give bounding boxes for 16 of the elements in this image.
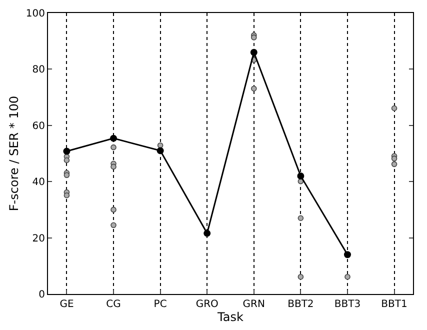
y-tick-label: 80 — [32, 64, 45, 76]
x-tick-label: CG — [106, 299, 121, 310]
y-tick-label: 60 — [32, 120, 45, 132]
x-tick-label: GE — [60, 299, 74, 310]
x-tick-label: BBT2 — [288, 299, 314, 310]
y-tick-label: 40 — [32, 177, 45, 188]
y-tick-label: 100 — [26, 8, 45, 20]
x-tick-label: BBT3 — [334, 299, 361, 310]
x-axis-title: Task — [216, 310, 244, 324]
x-tick-label: BBT1 — [381, 299, 408, 310]
x-tick-label: GRN — [242, 299, 265, 310]
x-tick-label: GRO — [196, 299, 219, 310]
x-tick-label: PC — [154, 299, 167, 310]
y-tick-label: 0 — [38, 290, 45, 300]
y-tick-label: 20 — [32, 233, 45, 244]
y-axis-title: F-score / SER * 100 — [7, 96, 22, 212]
